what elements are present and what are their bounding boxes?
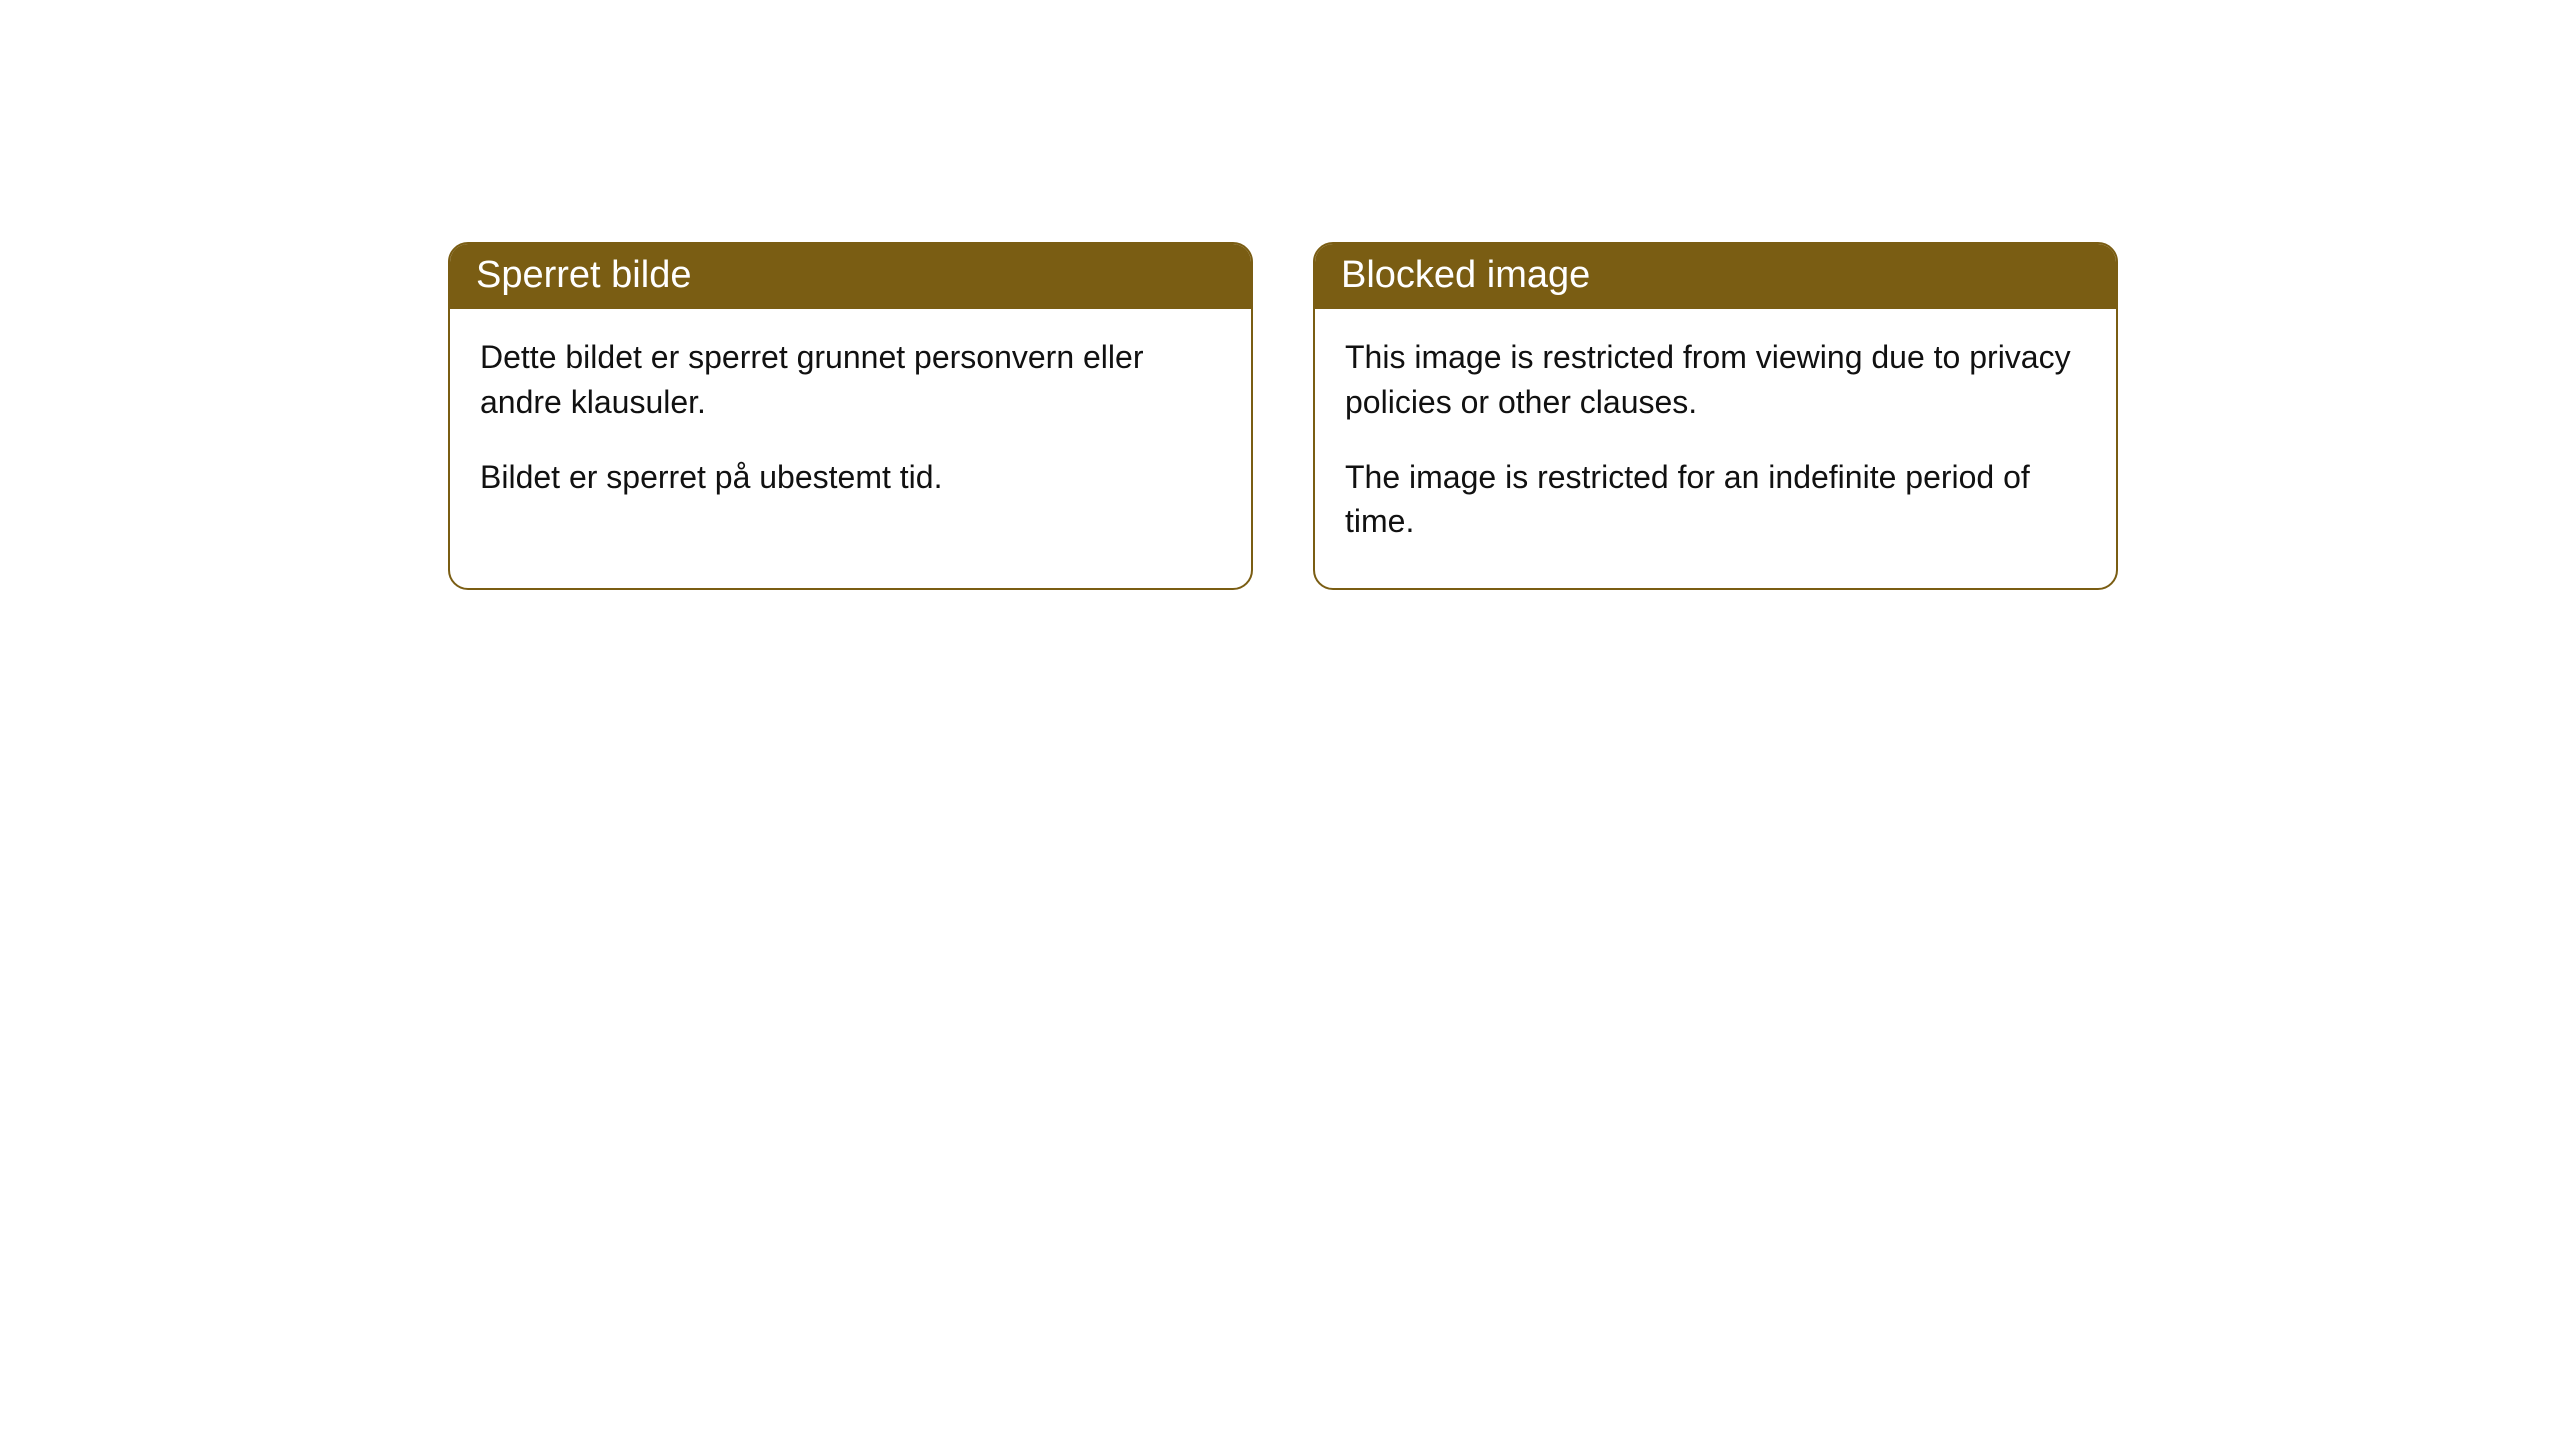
card-header-norwegian: Sperret bilde (450, 244, 1251, 309)
card-paragraph-2: The image is restricted for an indefinit… (1345, 455, 2086, 545)
card-body-norwegian: Dette bildet er sperret grunnet personve… (450, 309, 1251, 543)
card-header-english: Blocked image (1315, 244, 2116, 309)
blocked-image-card-norwegian: Sperret bilde Dette bildet er sperret gr… (448, 242, 1253, 590)
card-paragraph-1: This image is restricted from viewing du… (1345, 335, 2086, 425)
blocked-image-card-english: Blocked image This image is restricted f… (1313, 242, 2118, 590)
card-paragraph-2: Bildet er sperret på ubestemt tid. (480, 455, 1221, 500)
notice-cards-container: Sperret bilde Dette bildet er sperret gr… (0, 0, 2560, 590)
card-paragraph-1: Dette bildet er sperret grunnet personve… (480, 335, 1221, 425)
card-body-english: This image is restricted from viewing du… (1315, 309, 2116, 588)
